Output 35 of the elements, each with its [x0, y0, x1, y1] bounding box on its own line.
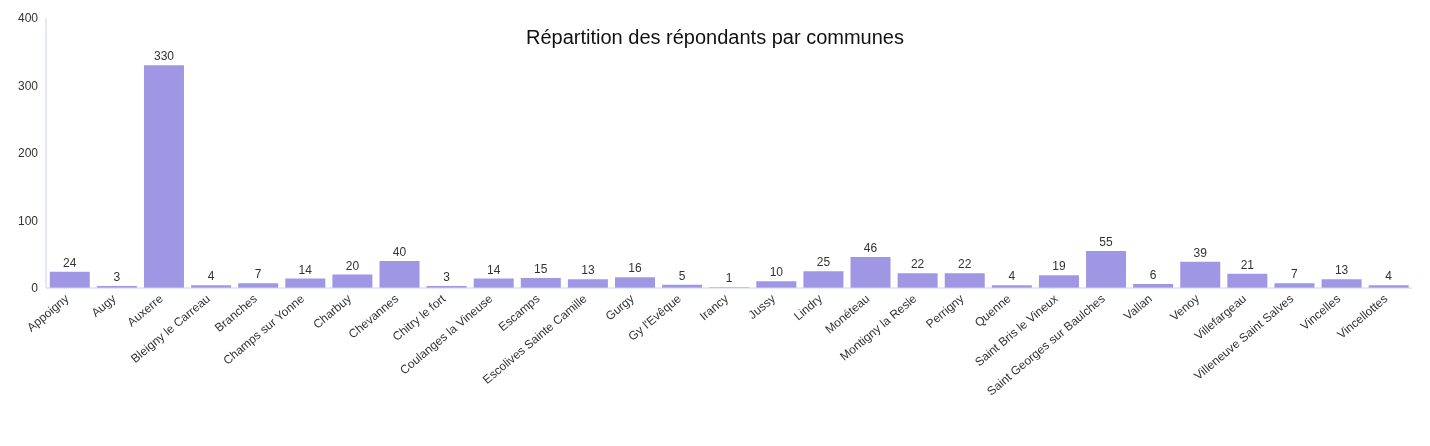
data-label: 22 [910, 257, 925, 272]
data-label: 46 [863, 240, 878, 255]
data-label: 4 [1008, 269, 1016, 284]
y-tick-label: 200 [17, 146, 39, 161]
data-label: 14 [487, 262, 501, 277]
data-label: 13 [1334, 263, 1349, 278]
data-label: 3 [443, 269, 451, 284]
data-label: 21 [1240, 257, 1255, 272]
y-tick-label: 300 [17, 78, 39, 93]
data-label: 1 [725, 271, 733, 286]
data-label: 39 [1193, 245, 1208, 260]
data-label: 7 [254, 267, 262, 282]
y-tick-label: 400 [17, 11, 39, 26]
data-label: 40 [392, 245, 407, 259]
chart-title: Répartition des répondants par communes [525, 26, 905, 49]
data-label: 6 [1149, 267, 1157, 282]
data-label: 5 [678, 268, 686, 283]
data-label: 16 [628, 261, 642, 276]
data-label: 20 [345, 258, 360, 273]
data-label: 24 [63, 255, 77, 270]
data-label: 55 [1099, 234, 1114, 249]
data-label: 330 [153, 49, 175, 64]
data-label: 25 [816, 255, 831, 270]
data-label: 15 [534, 261, 548, 276]
data-label: 10 [769, 265, 784, 280]
data-label: 7 [1291, 267, 1299, 282]
data-label: 4 [207, 269, 215, 284]
data-label: 22 [958, 257, 972, 272]
data-label: 14 [298, 262, 313, 277]
data-label: 19 [1052, 259, 1066, 274]
data-label: 3 [113, 269, 121, 284]
data-label: 4 [1385, 269, 1393, 284]
y-tick-label: 0 [31, 281, 39, 296]
data-label: 13 [581, 263, 595, 278]
y-tick-label: 100 [17, 213, 39, 228]
